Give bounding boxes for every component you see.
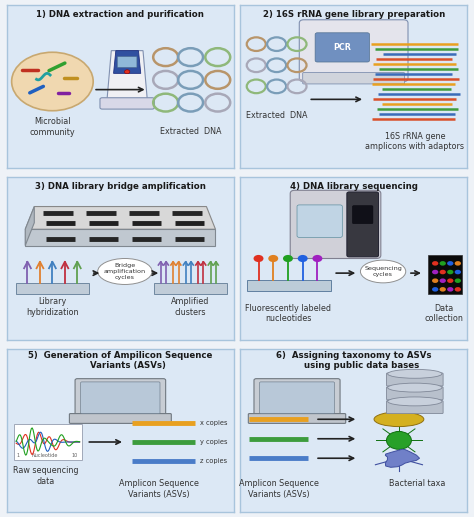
Ellipse shape <box>388 397 442 406</box>
Text: 6)  Assigning taxonomy to ASVs
     using public data bases: 6) Assigning taxonomy to ASVs using publ… <box>276 351 431 371</box>
Polygon shape <box>25 206 216 229</box>
FancyBboxPatch shape <box>347 192 379 257</box>
FancyBboxPatch shape <box>14 424 82 460</box>
Circle shape <box>439 261 446 266</box>
FancyBboxPatch shape <box>69 414 171 423</box>
Text: 16S rRNA gene
amplicons with adaptors: 16S rRNA gene amplicons with adaptors <box>365 132 465 151</box>
Polygon shape <box>107 51 147 102</box>
Polygon shape <box>114 51 141 73</box>
Text: Fluorescently labeled
nucleotides: Fluorescently labeled nucleotides <box>245 304 331 323</box>
FancyBboxPatch shape <box>248 414 346 423</box>
Ellipse shape <box>360 260 406 283</box>
FancyBboxPatch shape <box>386 401 443 414</box>
FancyBboxPatch shape <box>297 205 342 237</box>
Circle shape <box>432 287 438 292</box>
Circle shape <box>439 287 446 292</box>
FancyBboxPatch shape <box>260 382 334 414</box>
Circle shape <box>298 255 308 262</box>
FancyBboxPatch shape <box>428 255 462 294</box>
Circle shape <box>254 255 264 262</box>
Text: 3) DNA library bridge amplification: 3) DNA library bridge amplification <box>35 182 206 191</box>
Circle shape <box>268 255 278 262</box>
FancyBboxPatch shape <box>386 373 443 386</box>
Text: Microbial
community: Microbial community <box>29 117 75 136</box>
Text: Bacterial taxa: Bacterial taxa <box>389 479 445 489</box>
Text: Nucleotide: Nucleotide <box>31 453 58 458</box>
Text: Bridge
amplification
cycles: Bridge amplification cycles <box>104 263 146 280</box>
Polygon shape <box>247 280 331 291</box>
Text: Raw sequencing
data: Raw sequencing data <box>13 466 78 486</box>
Polygon shape <box>25 229 216 246</box>
Circle shape <box>432 270 438 275</box>
FancyBboxPatch shape <box>303 72 405 84</box>
FancyBboxPatch shape <box>386 387 443 400</box>
Text: Sequencing
cycles: Sequencing cycles <box>364 266 402 277</box>
Text: 1: 1 <box>16 453 19 458</box>
Circle shape <box>455 270 461 275</box>
Text: Extracted  DNA: Extracted DNA <box>160 127 221 136</box>
Text: Extracted  DNA: Extracted DNA <box>246 111 307 120</box>
Circle shape <box>439 270 446 275</box>
Ellipse shape <box>388 369 442 378</box>
FancyBboxPatch shape <box>75 378 165 416</box>
Text: 10: 10 <box>71 453 77 458</box>
Text: 5)  Generation of Ampilicon Sequence
     Variants (ASVs): 5) Generation of Ampilicon Sequence Vari… <box>28 351 212 371</box>
Polygon shape <box>155 283 227 294</box>
Polygon shape <box>16 283 89 294</box>
Circle shape <box>455 287 461 292</box>
Circle shape <box>386 432 411 449</box>
Ellipse shape <box>98 258 152 284</box>
Circle shape <box>432 261 438 266</box>
FancyBboxPatch shape <box>100 98 155 109</box>
Text: Data
collection: Data collection <box>425 304 464 323</box>
Circle shape <box>12 52 93 111</box>
Circle shape <box>432 279 438 283</box>
Ellipse shape <box>388 383 442 392</box>
Circle shape <box>455 261 461 266</box>
Text: Amplified
clusters: Amplified clusters <box>172 297 210 317</box>
Circle shape <box>439 279 446 283</box>
Circle shape <box>447 270 454 275</box>
FancyBboxPatch shape <box>315 33 370 62</box>
Text: 4) DNA library sequencing: 4) DNA library sequencing <box>290 182 418 191</box>
Text: Library
hybridization: Library hybridization <box>26 297 79 317</box>
Text: z copies: z copies <box>200 459 227 464</box>
Circle shape <box>447 261 454 266</box>
Text: Amplicon Sequence
Variants (ASVs): Amplicon Sequence Variants (ASVs) <box>119 479 199 499</box>
Circle shape <box>283 255 293 262</box>
Circle shape <box>447 279 454 283</box>
Text: 1) DNA extraction and purification: 1) DNA extraction and purification <box>36 10 204 19</box>
Circle shape <box>447 287 454 292</box>
Text: y copies: y copies <box>200 439 227 445</box>
Ellipse shape <box>374 412 424 427</box>
Circle shape <box>125 70 130 74</box>
Text: Amplicon Sequence
Variants (ASVs): Amplicon Sequence Variants (ASVs) <box>239 479 319 499</box>
Polygon shape <box>385 449 419 467</box>
FancyBboxPatch shape <box>254 378 340 416</box>
FancyBboxPatch shape <box>290 190 381 258</box>
FancyBboxPatch shape <box>299 20 408 82</box>
FancyBboxPatch shape <box>81 382 160 414</box>
FancyBboxPatch shape <box>353 206 373 223</box>
Text: x copies: x copies <box>200 419 227 425</box>
Circle shape <box>312 255 322 262</box>
Polygon shape <box>25 206 34 246</box>
Text: 2) 16S rRNA gene library preparation: 2) 16S rRNA gene library preparation <box>263 10 445 19</box>
Text: PCR: PCR <box>333 43 351 52</box>
FancyBboxPatch shape <box>118 57 137 67</box>
Circle shape <box>455 279 461 283</box>
